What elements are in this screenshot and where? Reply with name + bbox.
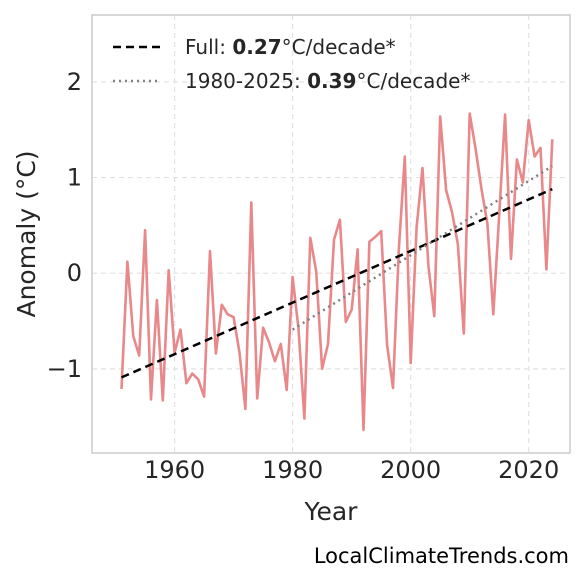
plot-frame [91, 14, 571, 454]
source-credit: LocalClimateTrends.com [313, 544, 569, 568]
x-tick-label: 1960 [144, 456, 205, 484]
y-axis-title: Anomaly (°C) [12, 150, 41, 317]
legend-full-label: Full: 0.27°C/decade* [185, 35, 396, 59]
y-tick-label: 2 [67, 68, 82, 96]
observed-series-line [120, 112, 554, 432]
legend-full-unit: °C/decade* [282, 35, 396, 59]
legend-recent-name: 1980-2025 [185, 69, 294, 93]
legend-full-name: Full [185, 35, 219, 59]
legend: Full: 0.27°C/decade* 1980-2025: 0.39°C/d… [113, 35, 470, 93]
legend-recent-unit: °C/decade* [356, 69, 470, 93]
x-axis-title: Year [304, 497, 359, 526]
recent-trend-line [291, 165, 553, 331]
x-tick-label: 1980 [262, 456, 323, 484]
y-axis-ticks: −1 0 1 2 [47, 68, 82, 383]
y-tick-label: 0 [67, 259, 82, 287]
y-tick-label: 1 [67, 164, 82, 192]
legend-full-value: 0.27 [232, 35, 281, 59]
series-layer [120, 112, 554, 432]
x-tick-label: 2000 [380, 456, 441, 484]
x-axis-ticks: 1960 1980 2000 2020 [144, 456, 559, 484]
full-trend-line [120, 187, 553, 379]
legend-recent-label: 1980-2025: 0.39°C/decade* [185, 69, 470, 93]
x-tick-label: 2020 [498, 456, 559, 484]
y-tick-label: −1 [47, 355, 82, 383]
legend-recent-value: 0.39 [307, 69, 356, 93]
